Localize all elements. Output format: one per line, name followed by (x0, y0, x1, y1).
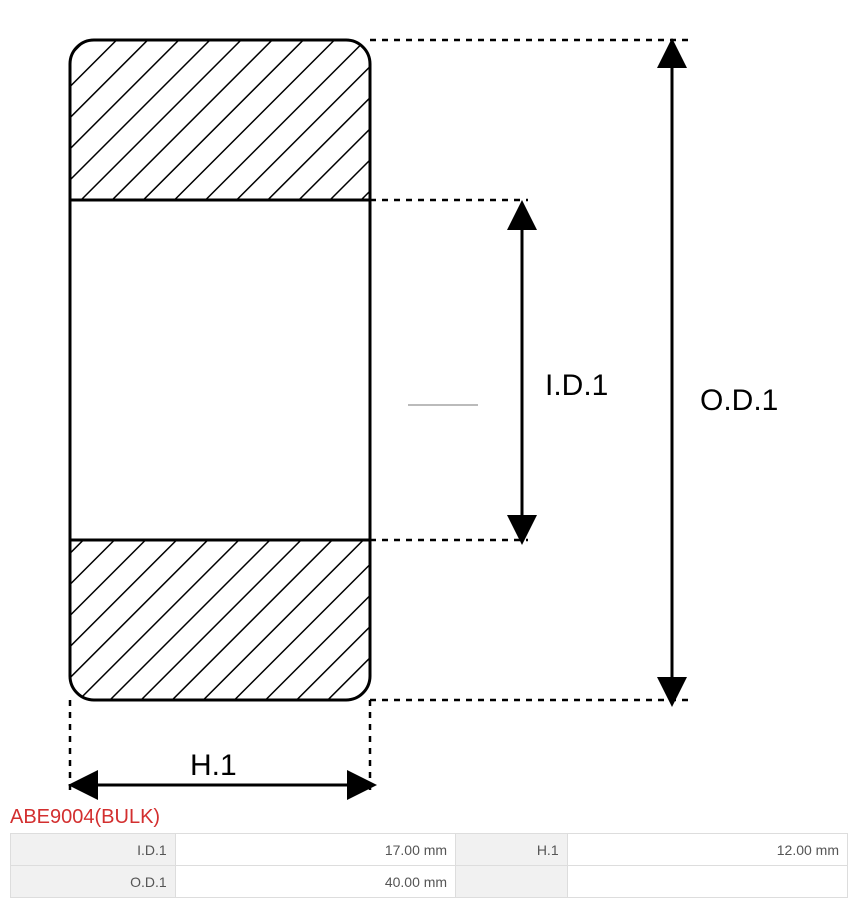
dim-value: 12.00 mm (567, 834, 847, 866)
dim-label: I.D.1 (11, 834, 176, 866)
dim-value: 17.00 mm (175, 834, 455, 866)
part-title: ABE9004(BULK) (0, 800, 848, 833)
svg-text:H.1: H.1 (190, 749, 237, 782)
svg-text:I.D.1: I.D.1 (545, 369, 608, 402)
dim-label: H.1 (456, 834, 568, 866)
dim-label: O.D.1 (11, 866, 176, 898)
svg-text:O.D.1: O.D.1 (700, 384, 778, 417)
dim-value: 40.00 mm (175, 866, 455, 898)
bearing-diagram: O.D.1 I.D.1 H.1 (0, 0, 848, 800)
dim-label (456, 866, 568, 898)
table-row: O.D.1 40.00 mm (11, 866, 848, 898)
table-row: I.D.1 17.00 mm H.1 12.00 mm (11, 834, 848, 866)
dimensions-table: I.D.1 17.00 mm H.1 12.00 mm O.D.1 40.00 … (10, 833, 848, 898)
dim-value (567, 866, 847, 898)
